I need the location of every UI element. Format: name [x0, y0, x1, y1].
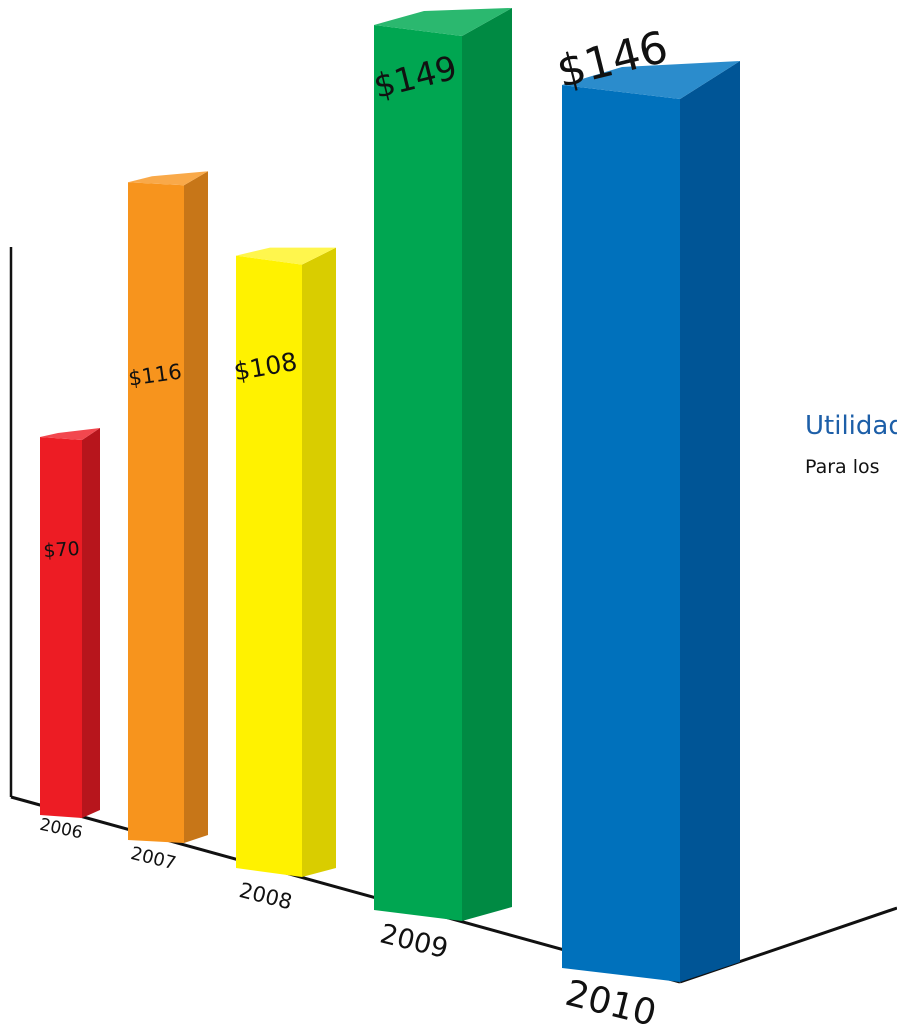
- bar-side-2006: [82, 428, 100, 818]
- legend-title: Utilidad: [805, 411, 897, 441]
- bar-side-2009: [462, 7, 512, 921]
- legend-subtitle: Para los: [805, 456, 880, 478]
- bar-front-2008: [236, 255, 302, 877]
- x-tick-label-2010: 2010: [561, 973, 660, 1025]
- bar-side-2010: [680, 60, 740, 982]
- bar-2006: [40, 428, 100, 818]
- bar-2009: [374, 7, 512, 921]
- bar-top-2009: [374, 7, 512, 36]
- bar-front-2009: [374, 24, 462, 921]
- bar-top-2010: [562, 60, 740, 99]
- bar-2007: [128, 171, 208, 843]
- x-tick-label-2008: 2008: [237, 878, 295, 914]
- bar-2010: [562, 60, 740, 982]
- bar-top-2007: [128, 171, 208, 186]
- x-tick-label-2007: 2007: [129, 843, 179, 874]
- bar-front-2010: [562, 84, 680, 982]
- bar-top-2008: [236, 247, 336, 265]
- x-tick-label-2009: 2009: [377, 918, 451, 965]
- x-tick-label-2006: 2006: [38, 815, 84, 844]
- bar-side-2007: [184, 171, 208, 843]
- bar-front-2006: [40, 437, 82, 818]
- bar-top-2006: [40, 428, 100, 440]
- bar-front-2007: [128, 182, 184, 843]
- value-label-2006: $70: [43, 538, 81, 562]
- bars-group: [40, 7, 740, 982]
- bar-side-2008: [302, 247, 336, 877]
- bar-2008: [236, 247, 336, 877]
